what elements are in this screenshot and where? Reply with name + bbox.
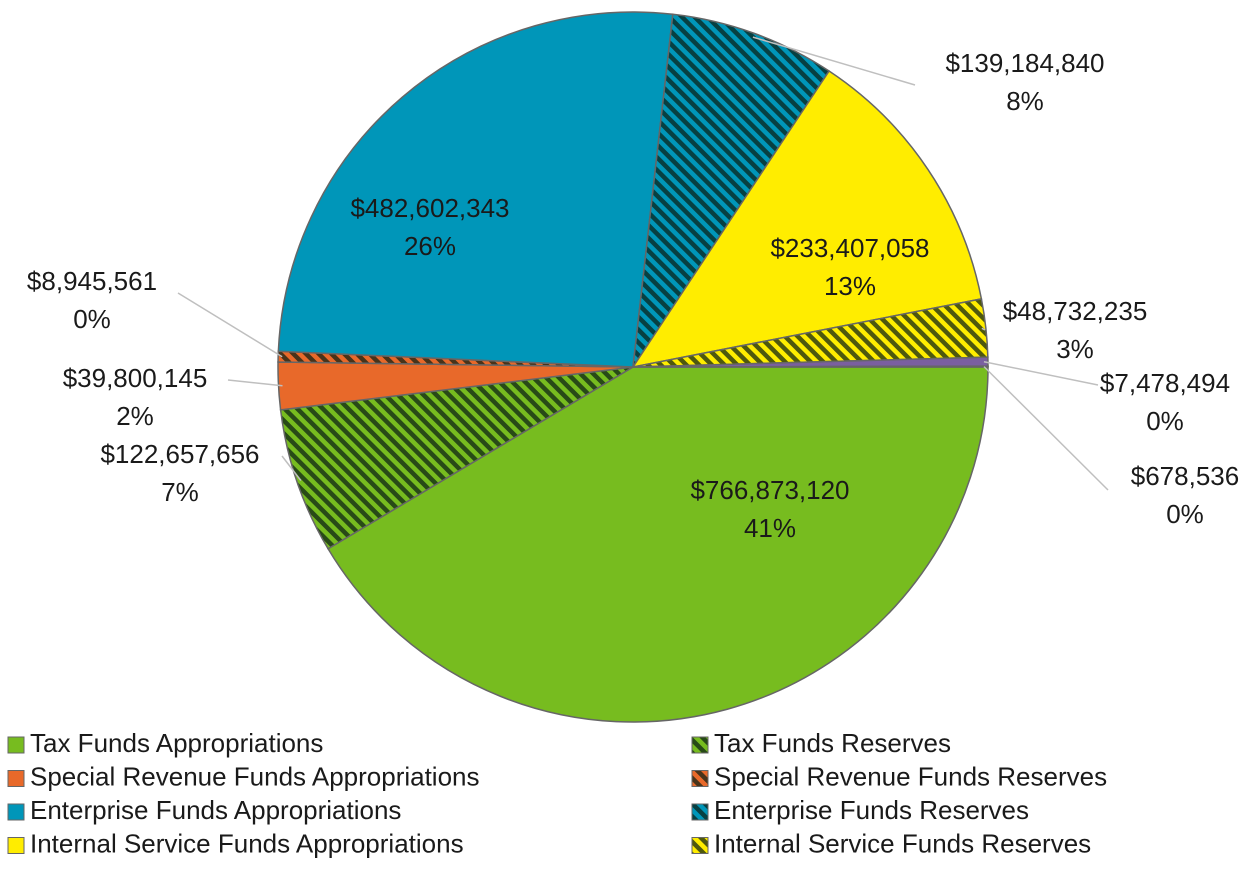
pie-slice [632,365,989,368]
legend-label: Special Revenue Funds Reserves [714,761,1107,791]
percent-label: 7% [161,477,199,507]
legend-label: Internal Service Funds Appropriations [30,828,464,858]
leader-line [983,366,1109,491]
legend-label: Enterprise Funds Appropriations [30,795,401,825]
percent-label: 0% [1166,499,1204,529]
pie-slice [632,13,831,368]
leader-line [227,379,283,387]
legend-swatch [691,770,709,787]
legend-label: Tax Funds Reserves [714,728,951,758]
legend-swatch [691,837,709,854]
legend-swatch [7,770,25,787]
pie-slice [631,70,983,369]
leader-line [752,36,916,86]
leader-line [281,455,302,481]
percent-label: 26% [404,231,456,261]
legend-swatch [691,736,709,754]
data-label: $766,873,120 [690,475,849,505]
data-label: $48,732,235 [1003,296,1148,326]
data-label: $233,407,058 [770,233,929,263]
percent-label: 3% [1056,334,1094,364]
leader-line [983,360,1099,386]
data-label: $8,945,561 [27,266,157,296]
legend-label: Special Revenue Funds Appropriations [30,761,480,791]
percent-label: 8% [1006,86,1044,116]
pie-slice [279,366,634,550]
legend-label: Internal Service Funds Reserves [714,828,1091,858]
percent-label: 0% [1146,406,1184,436]
data-label: $7,478,494 [1100,368,1230,398]
legend-swatch [7,803,25,821]
data-label: $122,657,656 [100,439,259,469]
pie-slice [327,366,989,723]
percent-label: 13% [824,271,876,301]
percent-label: 2% [116,401,154,431]
legend-swatch [691,803,709,821]
legend-label: Tax Funds Appropriations [30,728,323,758]
legend-label: Enterprise Funds Reserves [714,795,1029,825]
data-label: $482,602,343 [350,193,509,223]
data-label: $678,536 [1131,461,1239,491]
legend-swatch [7,736,25,754]
pie-slice [277,11,674,368]
leader-line [981,327,986,331]
leader-line [177,292,283,358]
percent-label: 0% [73,304,111,334]
data-label: $139,184,840 [945,48,1104,78]
percent-label: 41% [744,513,796,543]
data-label: $39,800,145 [63,363,208,393]
legend-swatch [7,837,25,854]
